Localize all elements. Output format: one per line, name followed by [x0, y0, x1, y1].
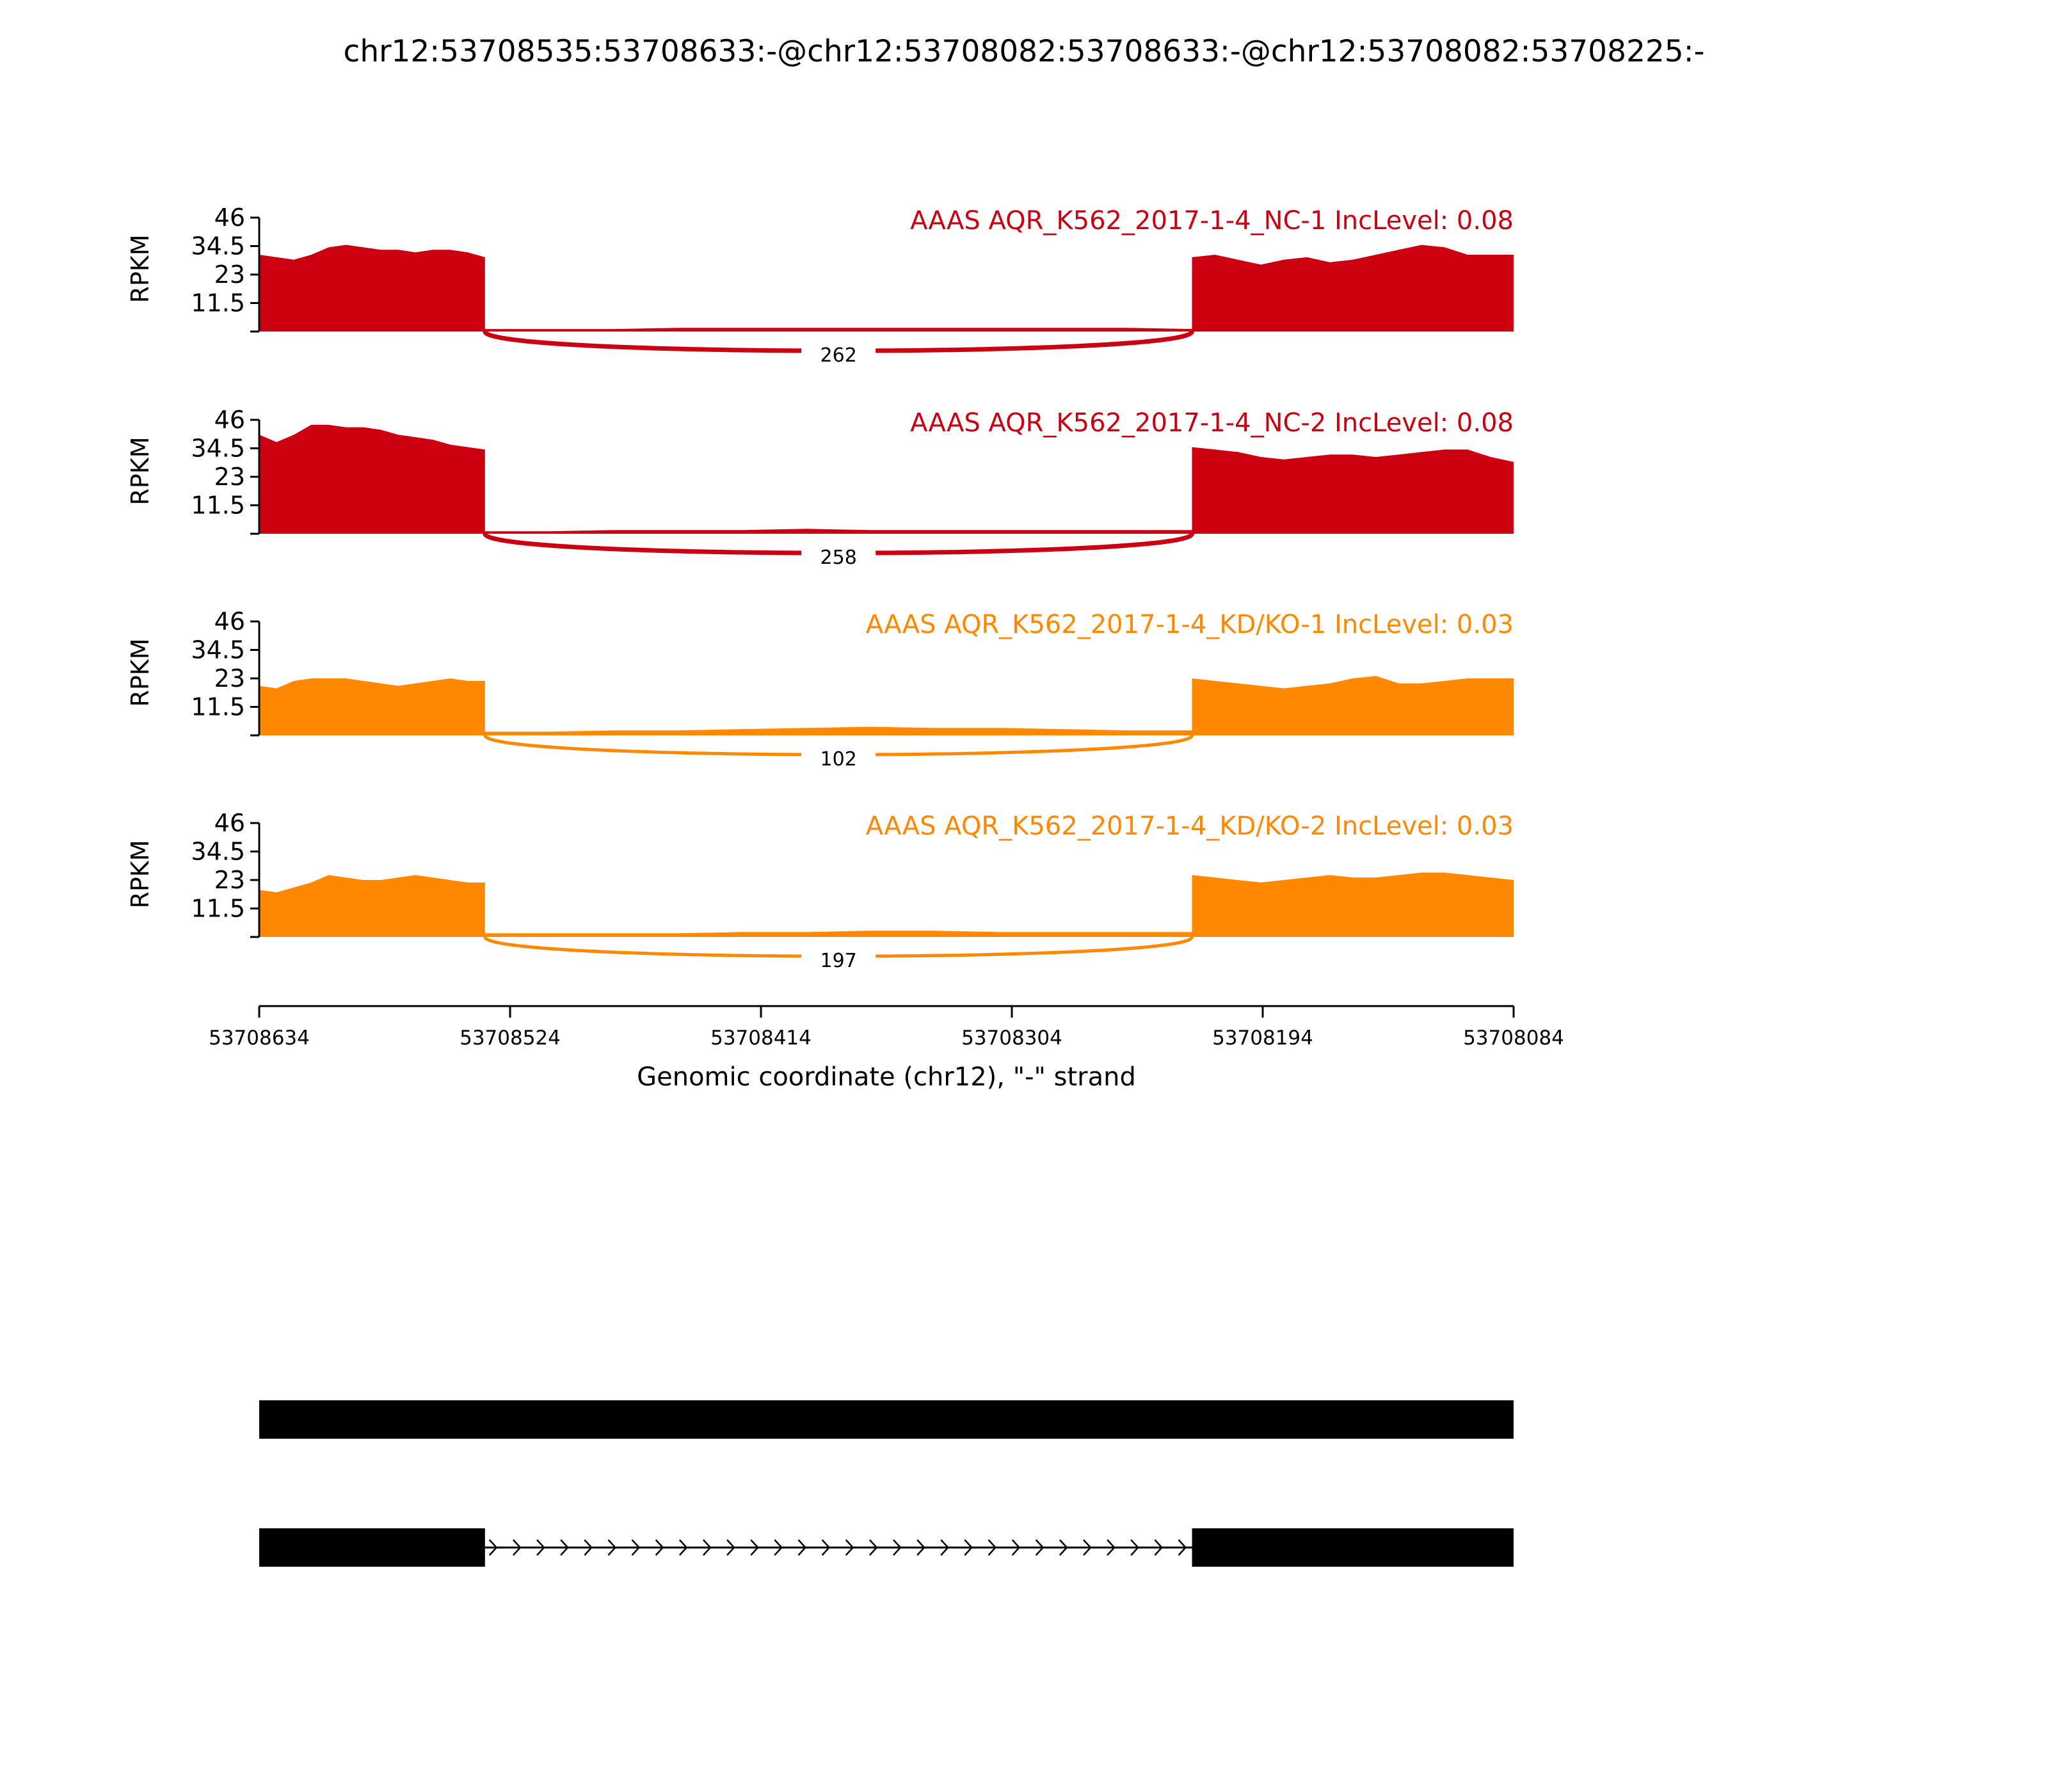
x-axis-label: Genomic coordinate (chr12), "-" strand: [637, 1062, 1136, 1092]
y-tick-label: 11.5: [191, 895, 245, 923]
strand-arrow: [916, 1539, 925, 1556]
strand-arrow: [868, 1539, 878, 1556]
coverage-area: [259, 676, 1514, 735]
y-tick-label: 23: [214, 260, 245, 289]
series-label: AAAS AQR_K562_2017-1-4_NC-2 IncLevel: 0.…: [910, 408, 1514, 438]
isoform-inclusion: [259, 1400, 1514, 1439]
strand-arrow: [774, 1539, 783, 1556]
y-tick-label: 34.5: [191, 838, 245, 866]
strand-arrow: [1130, 1539, 1139, 1556]
y-tick-label: 11.5: [191, 693, 245, 721]
strand-arrow: [655, 1539, 664, 1556]
junction-label-bg: [801, 543, 876, 568]
coverage-area: [259, 244, 1514, 332]
y-tick-label: 46: [214, 406, 245, 434]
y-tick-label: 23: [214, 664, 245, 692]
strand-arrow: [678, 1539, 688, 1556]
x-axis: 53708634 53708524 53708414 53708304 53708194…: [209, 1005, 1564, 1050]
exon-block: [259, 1528, 485, 1567]
gene-model: [259, 1400, 1514, 1567]
strand-arrow: [488, 1539, 498, 1556]
coverage-area: [259, 424, 1514, 534]
strand-arrow: [821, 1539, 831, 1556]
strand-arrow: [1083, 1539, 1092, 1556]
x-tick-label: 53708194: [1212, 1027, 1313, 1050]
x-tick-label: 53708084: [1463, 1027, 1564, 1050]
y-tick-label: 23: [214, 463, 245, 491]
strand-arrow: [940, 1539, 949, 1556]
isoform-exclusion: [259, 1528, 1514, 1567]
y-axis-label: RPKM: [126, 436, 154, 505]
y-tick-label: 34.5: [191, 636, 245, 664]
y-tick-label: 46: [214, 204, 245, 232]
y-tick-label: 34.5: [191, 232, 245, 260]
chart-title: chr12:53708535:53708633:-@chr12:53708082…: [343, 34, 1704, 69]
x-tick-label: 53708634: [209, 1027, 310, 1050]
x-tick-label: 53708524: [460, 1027, 561, 1050]
strand-arrow: [1178, 1539, 1187, 1556]
y-tick-label: 46: [214, 809, 245, 837]
strand-arrow: [1107, 1539, 1116, 1556]
strand-arrow: [845, 1539, 854, 1556]
junction-label-bg: [801, 744, 876, 770]
strand-arrow: [1011, 1539, 1021, 1556]
y-axis-label: RPKM: [126, 234, 154, 303]
strand-arrow: [964, 1539, 973, 1556]
strand-arrow: [607, 1539, 617, 1556]
y-axis-label: RPKM: [126, 840, 154, 908]
y-axis-label: RPKM: [126, 638, 154, 707]
strand-arrow: [726, 1539, 735, 1556]
series-label: AAAS AQR_K562_2017-1-4_NC-1 IncLevel: 0.…: [910, 206, 1514, 236]
strand-arrow: [703, 1539, 712, 1556]
y-tick-label: 34.5: [191, 435, 245, 463]
strand-arrow: [1035, 1539, 1044, 1556]
junction-count: 258: [820, 547, 857, 569]
strand-arrow: [536, 1539, 545, 1556]
junction-count: 262: [820, 344, 857, 367]
strand-arrow: [988, 1539, 997, 1556]
y-tick-label: 23: [214, 866, 245, 894]
exon-block: [259, 1400, 1514, 1439]
junction-label-bg: [801, 946, 876, 972]
strand-arrow: [893, 1539, 902, 1556]
strand-arrow: [797, 1539, 807, 1556]
strand-arrow: [560, 1539, 569, 1556]
x-tick-label: 53708414: [710, 1027, 812, 1050]
x-tick-label: 53708304: [961, 1027, 1062, 1050]
exon-block: [1192, 1528, 1514, 1567]
series-label: AAAS AQR_K562_2017-1-4_KD/KO-2 IncLevel:…: [866, 812, 1514, 841]
coverage-area: [259, 872, 1514, 937]
y-tick-label: 46: [214, 607, 245, 636]
strand-arrow: [1154, 1539, 1164, 1556]
y-tick-label: 11.5: [191, 492, 245, 520]
junction-label-bg: [801, 340, 876, 366]
y-tick-label: 11.5: [191, 289, 245, 317]
strand-arrow: [1059, 1539, 1068, 1556]
strand-arrow: [631, 1539, 641, 1556]
strand-arrow: [584, 1539, 593, 1556]
strand-arrow: [750, 1539, 759, 1556]
junction-count: 102: [820, 748, 857, 771]
junction-count: 197: [820, 950, 857, 972]
strand-arrow: [513, 1539, 522, 1556]
series-label: AAAS AQR_K562_2017-1-4_KD/KO-1 IncLevel:…: [866, 610, 1514, 639]
